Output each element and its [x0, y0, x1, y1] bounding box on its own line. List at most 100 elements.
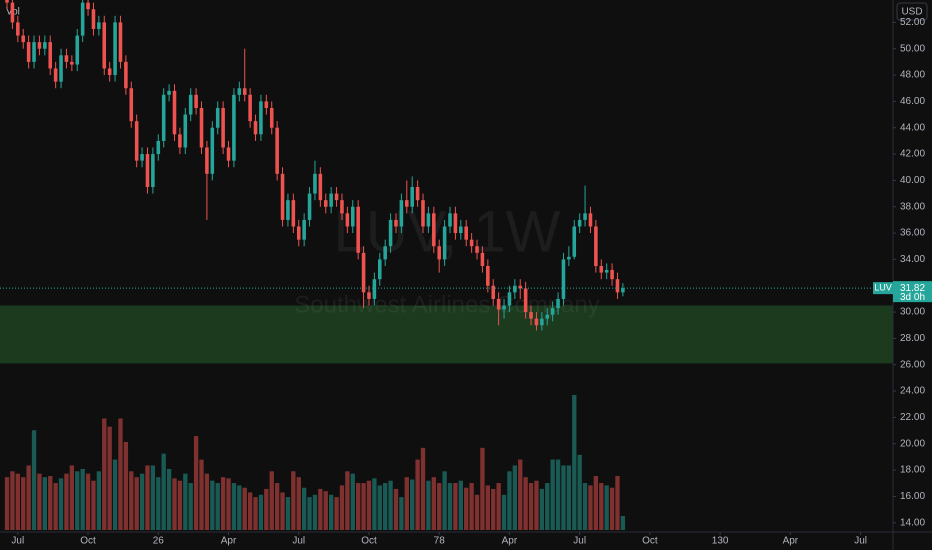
candle-body: [59, 55, 63, 82]
volume-bar: [69, 465, 75, 530]
candle-body: [372, 279, 377, 299]
volume-bar: [593, 476, 599, 530]
candle-body: [118, 22, 123, 62]
volume-bar: [480, 447, 485, 530]
currency-box[interactable]: [896, 2, 928, 21]
candle-body: [102, 22, 107, 69]
candle-body: [529, 312, 533, 319]
volume-bar: [301, 487, 307, 530]
volume-bar: [85, 473, 91, 530]
candle-body: [37, 42, 42, 49]
volume-bar: [107, 426, 112, 530]
y-tick-label: 38.00: [900, 201, 925, 212]
volume-bar: [210, 480, 215, 530]
candle-body: [604, 269, 609, 273]
x-tick-label: Oct: [80, 536, 96, 547]
candle-body: [464, 226, 469, 240]
volume-bar: [64, 473, 69, 530]
volume-bar: [545, 483, 550, 530]
watermark-subtitle: Southwest Airlines Company: [294, 291, 599, 318]
candle-body: [16, 22, 20, 36]
candle-body: [383, 246, 387, 260]
volume-bar: [220, 477, 226, 530]
volume-bar: [572, 395, 577, 530]
candle-body: [86, 2, 90, 10]
candle-body: [583, 213, 587, 220]
candle-body: [302, 219, 306, 240]
candle-body: [388, 219, 393, 247]
candle-body: [394, 219, 398, 227]
candle-body: [151, 154, 155, 187]
volume-bar: [339, 485, 345, 530]
candle-body: [183, 114, 188, 148]
volume-bar: [415, 459, 420, 530]
volume-bar: [193, 436, 199, 530]
volume-bar: [247, 492, 253, 530]
x-tick-label: Oct: [361, 536, 377, 547]
candle-body: [248, 94, 252, 122]
candle-body: [491, 285, 496, 299]
candle-body: [210, 127, 215, 174]
volume-bar: [161, 453, 166, 530]
candle-body: [232, 94, 236, 161]
candle-body: [405, 200, 409, 207]
candle-body: [432, 213, 436, 247]
volume-bar: [469, 483, 474, 530]
volume-bar: [231, 483, 237, 530]
candle-body: [199, 107, 204, 148]
volume-bar: [453, 483, 458, 530]
volume-bar: [599, 483, 604, 530]
candle-body: [188, 94, 193, 115]
candle-body: [48, 42, 53, 69]
candle-body: [43, 42, 47, 49]
y-tick-label: 24.00: [900, 386, 925, 397]
candle-body: [215, 107, 220, 128]
volume-bar: [15, 473, 20, 530]
candle-body: [496, 298, 501, 310]
volume-bar: [447, 483, 453, 530]
candle-body: [599, 266, 604, 273]
volume-bar: [485, 485, 490, 530]
volume-bar: [491, 488, 496, 530]
candle-body: [448, 213, 452, 227]
candle-body: [172, 90, 177, 135]
candle-body: [356, 206, 360, 253]
y-tick-label: 26.00: [900, 359, 925, 370]
volume-bar: [399, 497, 404, 530]
candle-body: [167, 90, 171, 95]
volume-bar: [91, 480, 96, 530]
candle-body: [577, 219, 582, 227]
candle-body: [313, 173, 317, 194]
volume-bar: [269, 471, 274, 530]
candle-body: [410, 186, 414, 207]
candle-body: [242, 88, 247, 95]
volume-bar: [188, 483, 193, 530]
last-price-box: [893, 281, 932, 303]
candle-body: [556, 298, 560, 309]
volume-bar: [204, 473, 210, 530]
watermark: LUV, 1W: [334, 199, 561, 264]
volume-bar: [550, 459, 555, 530]
candle-body: [129, 88, 134, 122]
candle-body: [26, 42, 31, 62]
volume-bar: [102, 418, 107, 530]
y-tick-label: 50.00: [900, 43, 925, 54]
volume-bar: [274, 483, 280, 530]
volume-bar: [80, 468, 85, 530]
y-tick-label: 14.00: [900, 517, 925, 528]
candle-body: [107, 68, 112, 76]
volume-bar: [31, 430, 37, 530]
volume-bar: [620, 515, 626, 530]
x-tick-label: 78: [434, 536, 446, 547]
candle-body: [610, 269, 614, 280]
volume-bar: [496, 483, 501, 530]
candle-body: [421, 200, 425, 227]
volume-bar: [285, 497, 291, 530]
volume-bar: [539, 488, 545, 530]
volume-bar: [48, 476, 53, 530]
candle-body: [415, 186, 420, 201]
candle-body: [64, 55, 69, 62]
candle-body: [621, 288, 625, 293]
x-tick-label: Jul: [854, 536, 867, 547]
